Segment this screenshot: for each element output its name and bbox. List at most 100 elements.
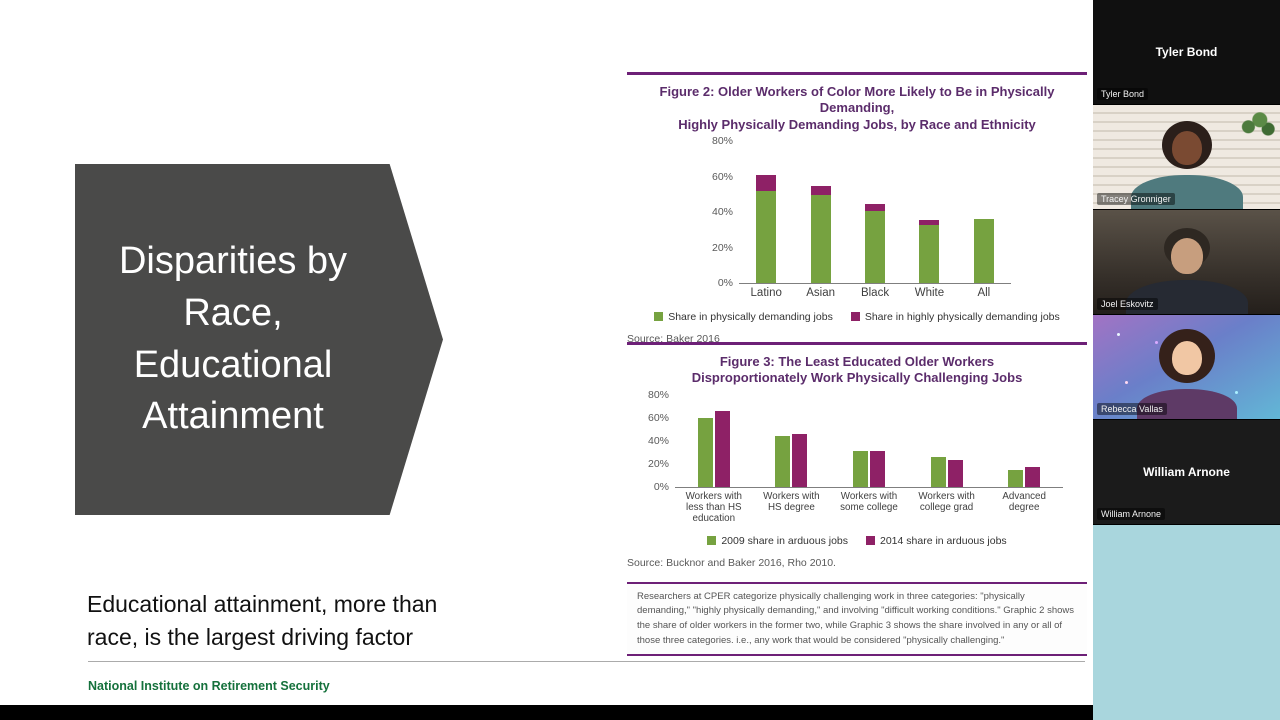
- bar-group: [830, 395, 908, 487]
- figure3-plot: Workers with less than HS education Worke…: [675, 395, 1063, 525]
- shared-slide: Disparities by Race, Educational Attainm…: [0, 72, 1093, 720]
- legend-item: 2009 share in arduous jobs: [707, 535, 848, 547]
- y-tick-label: 40%: [647, 434, 669, 447]
- stacked-bar: [973, 219, 994, 284]
- participants-strip: Tyler Bond Tyler Bond Tracey Gronniger J…: [1093, 0, 1280, 720]
- y-tick-label: 40%: [711, 206, 733, 219]
- y-tick-label: 60%: [647, 411, 669, 424]
- figure3-note: Researchers at CPER categorize physicall…: [627, 581, 1087, 657]
- slide-footer: National Institute on Retirement Securit…: [88, 679, 330, 693]
- y-tick-label: 20%: [647, 457, 669, 470]
- y-tick-label: 80%: [647, 388, 669, 401]
- slide-footer-divider: [88, 661, 1085, 662]
- bar-group: [985, 395, 1063, 487]
- legend-item: 2014 share in arduous jobs: [866, 535, 1007, 547]
- legend-item: Share in physically demanding jobs: [654, 311, 833, 323]
- letterbox-bar: [0, 705, 1093, 720]
- participant-torso: [1125, 280, 1248, 314]
- figure2-title-line1: Figure 2: Older Workers of Color More Li…: [659, 83, 1055, 116]
- bar-group: [902, 141, 956, 284]
- legend-swatch: [866, 536, 875, 546]
- stacked-bar: [810, 185, 831, 284]
- figure3: Figure 3: The Least Educated Older Worke…: [627, 342, 1087, 657]
- empty-panel: [1093, 525, 1280, 720]
- figure3-title-line2: Disproportionately Work Physically Chall…: [691, 370, 1023, 386]
- participant-torso: [1130, 175, 1243, 209]
- participant-tile-joel-eskovitz[interactable]: Joel Eskovitz: [1093, 210, 1280, 315]
- bar: [869, 451, 885, 487]
- category-label: Advanced degree: [1002, 490, 1046, 514]
- legend-label: Share in highly physically demanding job…: [864, 310, 1060, 323]
- figure2-y-axis: 80% 60% 40% 20% 0%: [697, 135, 733, 289]
- figure3-legend: 2009 share in arduous jobs 2014 share in …: [627, 535, 1087, 547]
- bar-group: [675, 395, 753, 487]
- legend-item: Share in highly physically demanding job…: [850, 310, 1060, 323]
- figure2-plot: Latino Asian Black White All: [739, 141, 1011, 300]
- bar-group: [739, 141, 793, 284]
- figure2-title-line2: Highly Physically Demanding Jobs, by Rac…: [678, 116, 1036, 132]
- participant-tile-rebecca-vallas[interactable]: Rebecca Vallas: [1093, 315, 1280, 420]
- figure3-top-rule: [627, 342, 1087, 345]
- stacked-bar: [756, 175, 777, 284]
- figure2-top-rule: [627, 72, 1087, 75]
- bar: [1008, 469, 1024, 487]
- participant-torso: [1136, 389, 1237, 419]
- figure3-y-axis: 80% 60% 40% 20% 0%: [635, 389, 669, 493]
- category-label: Latino: [750, 287, 782, 300]
- participant-name-label: William Arnone: [1097, 508, 1166, 520]
- figure2-category-labels: Latino Asian Black White All: [739, 287, 1011, 300]
- bar: [947, 460, 963, 487]
- category-label: Workers with HS degree: [763, 490, 820, 514]
- y-tick-label: 60%: [711, 170, 733, 183]
- y-tick-label: 80%: [711, 135, 733, 148]
- sparkle-decor: [1117, 333, 1120, 336]
- legend-swatch: [707, 536, 717, 546]
- category-label: Workers with less than HS education: [685, 490, 743, 525]
- figure3-bars: [675, 395, 1063, 488]
- participant-display-name: William Arnone: [1143, 465, 1230, 479]
- bar: [714, 410, 730, 487]
- participant-tile-tracey-gronniger[interactable]: Tracey Gronniger: [1093, 105, 1280, 210]
- legend-swatch: [654, 312, 664, 322]
- category-label: Workers with college grad: [918, 490, 975, 514]
- participant-name-label: Rebecca Vallas: [1097, 403, 1167, 415]
- participant-tile-tyler-bond[interactable]: Tyler Bond Tyler Bond: [1093, 0, 1280, 105]
- bar: [697, 417, 713, 487]
- slide-title: Disparities by Race, Educational Attainm…: [118, 240, 348, 438]
- participant-name-label: Tracey Gronniger: [1097, 193, 1175, 205]
- participant-face: [1170, 238, 1203, 274]
- category-label: White: [914, 287, 945, 300]
- bar-group: [908, 395, 986, 487]
- figure2-legend: Share in physically demanding jobs Share …: [627, 311, 1087, 323]
- bar: [852, 451, 868, 487]
- legend-label: 2009 share in arduous jobs: [721, 534, 848, 547]
- category-label: Asian: [806, 287, 835, 300]
- category-label: Black: [860, 287, 890, 300]
- figure2-title: Figure 2: Older Workers of Color More Li…: [627, 84, 1087, 134]
- figure2: Figure 2: Older Workers of Color More Li…: [627, 72, 1087, 345]
- figure3-title: Figure 3: The Least Educated Older Worke…: [627, 354, 1087, 387]
- y-tick-label: 20%: [711, 241, 733, 254]
- bar: [775, 436, 791, 487]
- participant-display-name: Tyler Bond: [1155, 45, 1218, 59]
- legend-swatch: [850, 312, 860, 322]
- legend-label: 2014 share in arduous jobs: [880, 534, 1007, 547]
- slide-body-text: Educational attainment, more than race, …: [87, 591, 438, 650]
- bar-group: [753, 395, 831, 487]
- bar: [792, 433, 808, 487]
- category-label: All: [977, 287, 991, 300]
- figure3-chart: 80% 60% 40% 20% 0% Workers with less than HS…: [627, 389, 1087, 525]
- y-tick-label: 0%: [717, 277, 733, 290]
- stacked-bar: [919, 219, 940, 284]
- bar-group: [793, 141, 847, 284]
- participant-name-label: Tyler Bond: [1097, 88, 1149, 100]
- bar-group: [957, 141, 1011, 284]
- figure2-chart: 80% 60% 40% 20% 0% Latino Asian Black White All: [627, 135, 1087, 300]
- bar: [930, 456, 946, 487]
- figure3-source: Source: Bucknor and Baker 2016, Rho 2010…: [627, 556, 836, 569]
- participant-tile-william-arnone[interactable]: William Arnone William Arnone: [1093, 420, 1280, 525]
- bar: [1025, 467, 1041, 487]
- plant-decor: [1237, 110, 1275, 138]
- participant-name-label: Joel Eskovitz: [1097, 298, 1158, 310]
